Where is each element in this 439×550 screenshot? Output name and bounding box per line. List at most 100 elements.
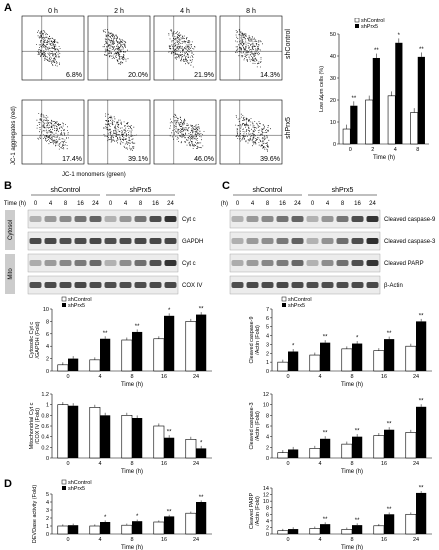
chart-b2: 0 0.2 0.4 0.6 0.8 1 1.2 0 4 8 16 ** 24 * Time (h) Mitoc… xyxy=(29,392,212,475)
y-label-line: Cleaved caspase-3 xyxy=(249,402,255,449)
blot-strip xyxy=(229,253,381,273)
y-tick-label: 0.8 xyxy=(41,413,49,419)
y-tick-label: 8 xyxy=(46,319,49,325)
significance-star: ** xyxy=(323,431,328,437)
x-tick-label: 8 xyxy=(350,374,353,380)
legend-label: shPrx5 xyxy=(68,486,85,492)
x-tick-label: 8 xyxy=(350,461,353,467)
bar-shprx5 xyxy=(100,415,111,458)
y-tick-label: 0 xyxy=(46,532,49,538)
band xyxy=(231,282,244,288)
panel-a-label: A xyxy=(4,2,12,14)
lane-label: 16 xyxy=(77,201,84,207)
y-tick-label: 10 xyxy=(330,120,336,126)
band-label: GAPDH xyxy=(182,239,203,245)
band xyxy=(164,216,177,222)
significance-star: * xyxy=(200,440,203,446)
band xyxy=(291,238,304,244)
gate-percent: 21.9% xyxy=(194,72,214,79)
bar-shcontrol xyxy=(277,452,289,459)
dot-plot-0-3: 8 h 14.3% xyxy=(219,8,283,81)
band xyxy=(231,238,244,244)
significance-star: * xyxy=(136,514,139,520)
band xyxy=(231,260,244,266)
bar-shcontrol xyxy=(373,525,385,535)
y-tick-label: 2 xyxy=(46,357,49,363)
significance-star: ** xyxy=(374,48,379,54)
y-tick-label: 0 xyxy=(333,142,336,148)
x-tick-label: 16 xyxy=(161,537,167,543)
blot-strip xyxy=(229,275,381,295)
significance-star: ** xyxy=(355,518,360,524)
band xyxy=(336,260,349,266)
bar-shcontrol xyxy=(89,407,101,459)
lane-label: 16 xyxy=(354,201,361,207)
x-tick-label: 8 xyxy=(416,147,419,153)
x-tick-label: 16 xyxy=(161,461,167,467)
timepoint-label: 4 h xyxy=(180,8,190,15)
time-label: Time (h) xyxy=(220,201,228,207)
band xyxy=(276,238,289,244)
side-box xyxy=(5,210,15,250)
y-tick-label: 50 xyxy=(330,32,336,38)
band xyxy=(336,282,349,288)
legend-label: shPrx5 xyxy=(361,24,378,30)
legend-label: shControl xyxy=(361,18,385,24)
x-tick-label: 0 xyxy=(286,461,289,467)
timepoint-label: 2 h xyxy=(114,8,124,15)
band xyxy=(149,238,162,244)
y-tick-label: 0.4 xyxy=(41,435,49,441)
x-tick-label: 8 xyxy=(130,537,133,543)
significance-star: * xyxy=(292,344,295,350)
bar-shcontrol xyxy=(410,112,419,145)
band-row: Cleaved caspase-9 xyxy=(229,209,436,229)
band xyxy=(134,260,147,266)
band xyxy=(29,216,42,222)
dot-plot-0-0: 0 h 6.8% xyxy=(21,8,85,81)
bar-shprx5 xyxy=(320,524,331,534)
significance-star: ** xyxy=(323,517,328,523)
band xyxy=(366,238,379,244)
x-tick-label: 24 xyxy=(193,461,199,467)
significance-star: ** xyxy=(167,430,172,436)
band xyxy=(29,260,42,266)
significance-star: ** xyxy=(387,331,392,337)
y-tick-label: 7 xyxy=(266,307,269,313)
bar-shcontrol xyxy=(341,348,353,372)
y-tick-label: 10 xyxy=(43,307,49,313)
plot-frame xyxy=(153,99,217,165)
bar-shprx5 xyxy=(395,42,403,144)
band xyxy=(119,260,132,266)
band xyxy=(321,260,334,266)
bar-shprx5 xyxy=(164,437,175,458)
band-row: Cleaved caspase-3 xyxy=(229,231,436,251)
y-tick-label: 12 xyxy=(263,392,269,398)
lane-label: 4 xyxy=(124,201,128,207)
dot-plot-1-2: 46.0% xyxy=(153,99,217,165)
y-tick-label: 0 xyxy=(46,369,49,375)
bar-shprx5 xyxy=(416,492,427,534)
y-tick-label: 6 xyxy=(46,332,49,338)
y-tick-label: 2 xyxy=(266,445,269,451)
bar-shprx5 xyxy=(164,315,175,371)
x-axis-label: Time (h) xyxy=(373,155,395,161)
dot-plot-0-2: 4 h 21.9% xyxy=(153,8,217,81)
plot-frame xyxy=(87,99,151,165)
lane-label: 24 xyxy=(92,201,99,207)
bar-shcontrol xyxy=(405,513,417,535)
legend-swatch-shprx5 xyxy=(355,24,359,28)
band xyxy=(149,260,162,266)
scatter-dots xyxy=(36,113,69,150)
x-tick-label: 24 xyxy=(193,537,199,543)
band xyxy=(104,260,117,266)
x-axis-label: Time (h) xyxy=(341,382,363,388)
band xyxy=(104,238,117,244)
band xyxy=(276,216,289,222)
lane-label: 4 xyxy=(251,201,255,207)
band xyxy=(306,238,319,244)
band xyxy=(89,282,102,288)
legend-swatch-shcontrol xyxy=(281,296,287,302)
band-row: COX IV xyxy=(27,275,202,295)
